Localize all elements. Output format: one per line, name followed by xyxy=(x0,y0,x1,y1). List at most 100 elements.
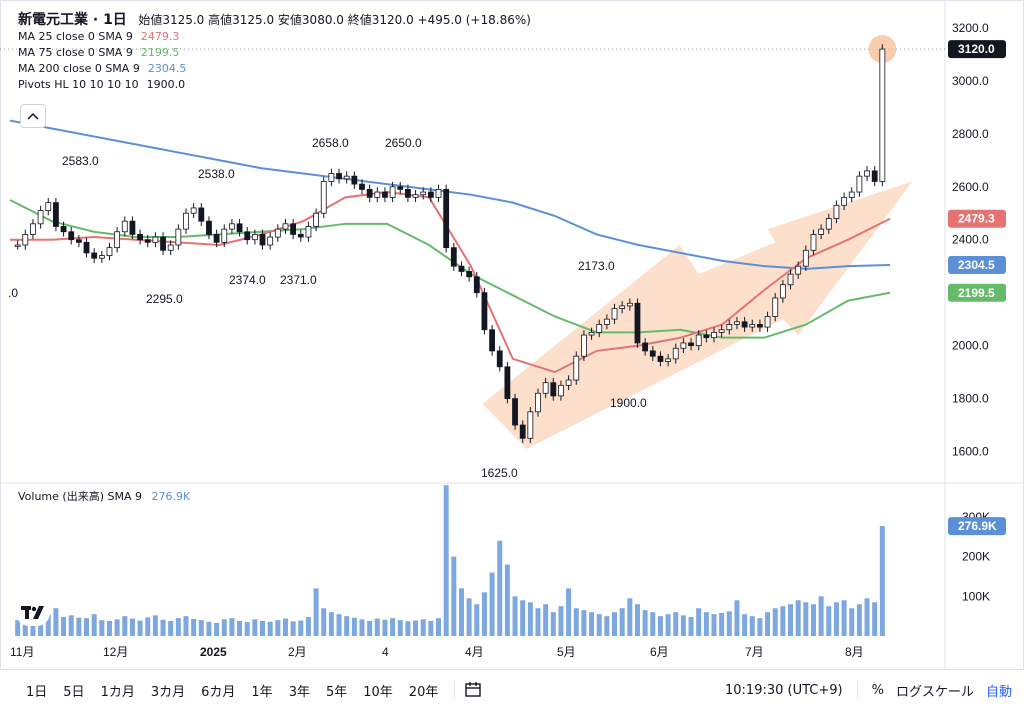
time-axis: 11月 12月 2025 2月 4 4月 5月 6月 7月 8月 xyxy=(10,645,864,659)
tv-logo-icon xyxy=(21,606,44,619)
volume-bar xyxy=(84,618,90,636)
volume-bar xyxy=(818,596,824,636)
ma75-value: 2199.5 xyxy=(140,46,180,59)
pivot-label: 2374.0 xyxy=(229,273,266,287)
volume-bar xyxy=(481,592,487,636)
volume-bar xyxy=(198,620,204,636)
candle-body xyxy=(213,234,220,243)
volume-bar xyxy=(466,598,472,636)
ma75-label[interactable]: MA 75 close 0 SMA 9 xyxy=(18,46,133,59)
symbol-title[interactable]: 新電元工業 · 1日 xyxy=(18,12,127,28)
volume-bar xyxy=(405,621,411,636)
candle-body xyxy=(573,355,580,381)
timeframe-8[interactable]: 10年 xyxy=(363,684,393,700)
chart-canvas[interactable]: 2583.0 2538.0 2658.0 2650.0 2295.0 2374.0 2371… xyxy=(0,0,1024,672)
volume-bar xyxy=(221,619,227,636)
pivots-value: 1900.0 xyxy=(146,78,186,91)
ma25-label[interactable]: MA 25 close 0 SMA 9 xyxy=(18,30,133,43)
volume-bar xyxy=(520,600,526,636)
volume-bar xyxy=(61,616,67,636)
volume-bar xyxy=(122,616,128,636)
candle-body xyxy=(366,188,373,198)
volume-bar xyxy=(68,615,74,636)
candle-body xyxy=(83,241,90,254)
timeframe-5[interactable]: 1年 xyxy=(251,684,273,700)
volume-badge-label: 276.9K xyxy=(958,519,997,533)
collapse-legend-button[interactable] xyxy=(20,104,46,128)
volume-label[interactable]: Volume (出来高) xyxy=(18,490,104,503)
clock-time[interactable]: 10:19:30 (UTC+9) xyxy=(725,682,843,698)
candle-body xyxy=(45,202,52,211)
volume-bar xyxy=(183,616,189,636)
time-axis-label: 2月 xyxy=(288,645,307,659)
candle-body xyxy=(496,350,503,368)
timeframe-2[interactable]: 1カ月 xyxy=(100,684,135,700)
price-badge-label: 2199.5 xyxy=(958,286,995,300)
volume-bar xyxy=(535,608,541,636)
candle-body xyxy=(98,255,105,259)
pivots-label[interactable]: Pivots HL 10 10 10 10 xyxy=(18,78,139,91)
candle-body xyxy=(75,239,82,243)
candle-body xyxy=(68,231,75,241)
volume-bar xyxy=(619,608,625,636)
toolbar-divider-2 xyxy=(856,681,858,699)
volume-bar xyxy=(99,620,105,636)
candle-body xyxy=(290,223,297,235)
volume-bar xyxy=(680,615,686,636)
candle-body xyxy=(772,297,779,317)
timeframe-9[interactable]: 20年 xyxy=(408,684,439,700)
candle-body xyxy=(757,324,763,328)
candle-body xyxy=(741,321,748,328)
volume-bar xyxy=(267,621,273,636)
log-scale-toggle[interactable]: ログスケール xyxy=(895,684,974,700)
auto-scale-toggle[interactable]: 自動 xyxy=(985,684,1012,700)
candle-body xyxy=(282,223,289,230)
volume-bar xyxy=(673,612,679,636)
tradingview-logo[interactable] xyxy=(16,600,50,626)
price-tick-label: 3200.0 xyxy=(952,21,989,35)
volume-bar xyxy=(168,620,174,636)
volume-bar xyxy=(160,619,166,636)
candle-body xyxy=(680,342,687,349)
candle-body xyxy=(489,329,495,352)
volume-bar xyxy=(22,618,28,636)
volume-bar xyxy=(826,606,832,636)
volume-bar xyxy=(489,572,495,636)
volume-bar xyxy=(106,620,112,636)
timeframe-0[interactable]: 1日 xyxy=(26,684,48,700)
timeframe-7[interactable]: 5年 xyxy=(325,684,348,700)
candle-body xyxy=(121,220,128,233)
pivot-label: .0 xyxy=(8,286,18,300)
percent-toggle[interactable]: % xyxy=(871,682,884,698)
calendar-range-icon[interactable] xyxy=(463,680,485,700)
volume-bar xyxy=(657,616,663,636)
timeframe-4[interactable]: 6カ月 xyxy=(201,684,236,700)
price-tick-label: 2400.0 xyxy=(952,233,989,247)
volume-bar xyxy=(765,612,771,636)
volume-bar xyxy=(612,612,618,636)
volume-bar xyxy=(780,606,786,636)
candle-body xyxy=(734,321,740,325)
bottom-toolbar: 1日 5日 1カ月 3カ月 6カ月 1年 3年 5年 10年 20年 10:19:30 (UTC+… xyxy=(0,672,1024,708)
volume-bar xyxy=(145,617,151,636)
candle-body xyxy=(320,181,327,214)
candle-body xyxy=(160,236,166,251)
pivot-label: 2371.0 xyxy=(280,273,317,287)
candle-body xyxy=(175,228,182,246)
timeframe-list: 1日 5日 1カ月 3カ月 6カ月 1年 3年 5年 10年 20年 xyxy=(0,681,446,700)
price-axis: 1600.01800.02000.02200.02400.02600.02800… xyxy=(948,21,1006,603)
volume-bar xyxy=(688,616,694,636)
candle-body xyxy=(481,292,488,331)
candle-body xyxy=(550,382,557,397)
volume-bar xyxy=(152,615,158,636)
volume-bar xyxy=(734,600,740,636)
trend-arrow xyxy=(482,181,913,449)
timeframe-1[interactable]: 5日 xyxy=(63,684,85,700)
volume-bar xyxy=(328,612,334,636)
candle-body xyxy=(711,331,717,339)
timeframe-3[interactable]: 3カ月 xyxy=(150,684,186,700)
timeframe-6[interactable]: 3年 xyxy=(288,684,310,700)
volume-bar xyxy=(420,619,426,636)
volume-bar xyxy=(282,618,288,636)
ma200-label[interactable]: MA 200 close 0 SMA 9 xyxy=(18,62,140,75)
